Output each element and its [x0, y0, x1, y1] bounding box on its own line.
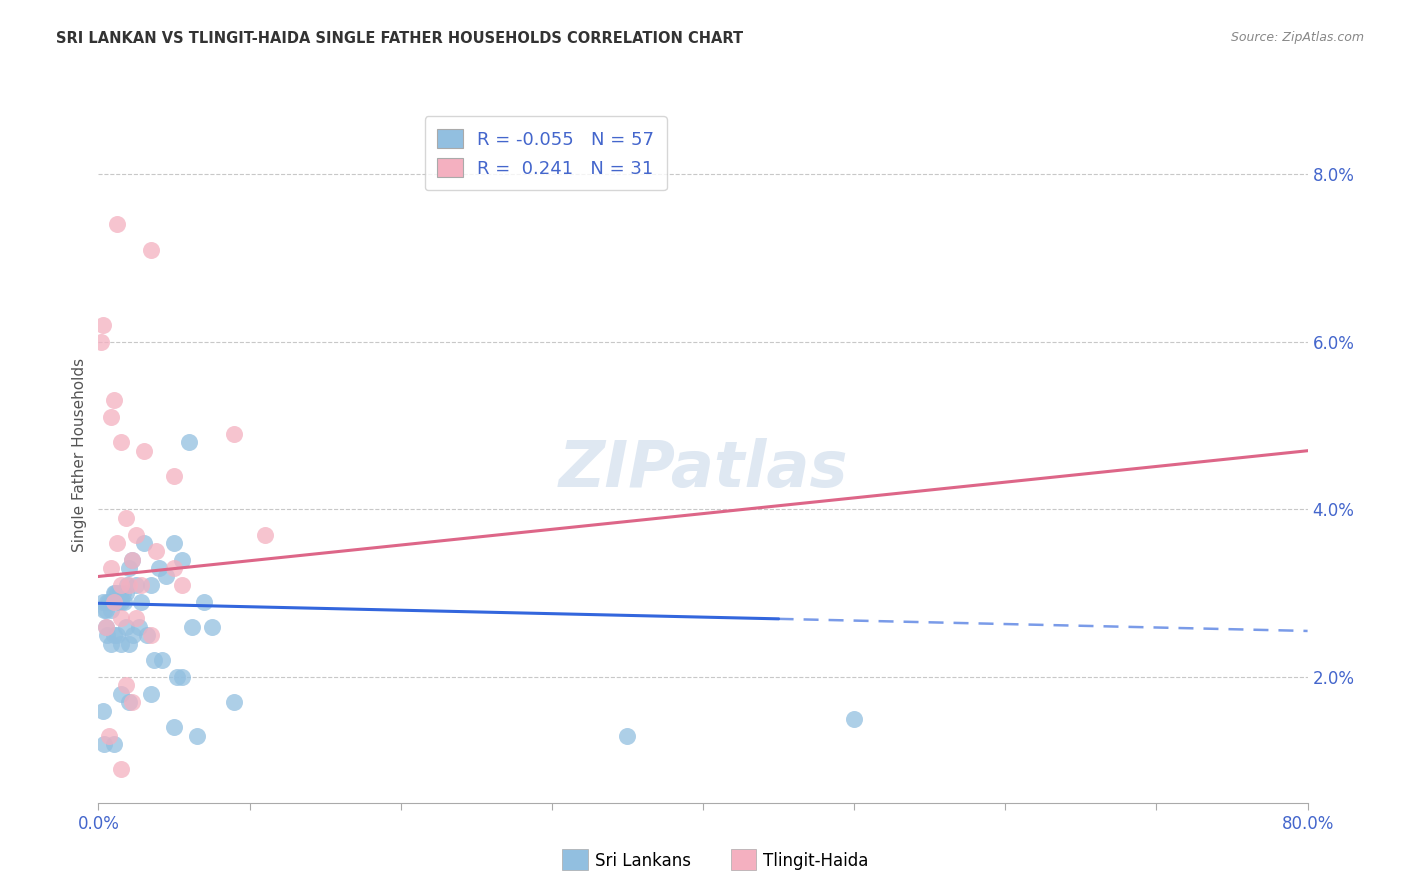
Point — [91, 704, 114, 718]
Point — [163, 720, 186, 734]
Point — [193, 594, 215, 608]
Point — [118, 636, 141, 650]
Point — [96, 594, 118, 608]
Point — [616, 729, 638, 743]
Point — [90, 334, 112, 349]
Point — [170, 578, 193, 592]
Point — [118, 561, 141, 575]
Point — [148, 561, 170, 575]
Point — [110, 762, 132, 776]
Point — [121, 695, 143, 709]
Point — [110, 611, 132, 625]
Point — [105, 628, 128, 642]
Point — [112, 594, 135, 608]
Point — [122, 628, 145, 642]
Point — [170, 552, 193, 566]
Point — [163, 561, 186, 575]
Point — [135, 628, 157, 642]
Point — [118, 578, 141, 592]
Point — [110, 594, 132, 608]
Point — [129, 594, 152, 608]
Text: ZIPatlas: ZIPatlas — [558, 438, 848, 500]
Point — [110, 578, 132, 592]
Point — [145, 544, 167, 558]
Point — [91, 594, 114, 608]
Point — [121, 552, 143, 566]
Point — [114, 678, 136, 692]
Point — [125, 611, 148, 625]
Point — [163, 536, 186, 550]
Y-axis label: Single Father Households: Single Father Households — [72, 358, 87, 552]
Point — [114, 586, 136, 600]
Point — [104, 586, 127, 600]
Text: Tlingit-Haida: Tlingit-Haida — [763, 852, 869, 870]
Point — [91, 318, 114, 332]
Point — [132, 443, 155, 458]
Point — [141, 243, 163, 257]
Point — [125, 578, 148, 592]
Point — [94, 603, 117, 617]
Point — [110, 687, 132, 701]
Point — [111, 586, 134, 600]
Point — [141, 628, 163, 642]
Point — [179, 435, 201, 450]
Point — [128, 620, 150, 634]
Point — [103, 737, 125, 751]
Point — [105, 536, 128, 550]
Point — [129, 578, 152, 592]
Point — [96, 628, 118, 642]
Point — [110, 435, 132, 450]
Point — [114, 620, 136, 634]
Point — [132, 536, 155, 550]
Text: Source: ZipAtlas.com: Source: ZipAtlas.com — [1230, 31, 1364, 45]
Point — [105, 586, 128, 600]
Point — [170, 670, 193, 684]
Legend: R = -0.055   N = 57, R =  0.241   N = 31: R = -0.055 N = 57, R = 0.241 N = 31 — [425, 116, 666, 190]
Point — [141, 687, 163, 701]
Point — [110, 636, 132, 650]
Point — [103, 393, 125, 408]
Text: SRI LANKAN VS TLINGIT-HAIDA SINGLE FATHER HOUSEHOLDS CORRELATION CHART: SRI LANKAN VS TLINGIT-HAIDA SINGLE FATHE… — [56, 31, 744, 46]
Point — [101, 594, 124, 608]
Point — [141, 578, 163, 592]
Point — [108, 586, 131, 600]
Point — [94, 620, 117, 634]
Point — [93, 603, 115, 617]
Point — [107, 594, 129, 608]
Point — [100, 410, 122, 425]
Point — [163, 468, 186, 483]
Point — [103, 628, 125, 642]
Point — [166, 670, 188, 684]
Point — [118, 695, 141, 709]
Point — [150, 653, 173, 667]
Point — [100, 636, 122, 650]
Point — [143, 653, 166, 667]
Point — [93, 737, 115, 751]
Point — [224, 695, 246, 709]
Point — [100, 603, 122, 617]
Point — [105, 218, 128, 232]
Point — [186, 729, 208, 743]
Point — [100, 561, 122, 575]
Point — [224, 427, 246, 442]
Point — [103, 594, 125, 608]
Point — [201, 620, 224, 634]
Point — [155, 569, 177, 583]
Point — [125, 527, 148, 541]
Point — [253, 527, 276, 541]
Point — [114, 510, 136, 524]
Point — [181, 620, 204, 634]
Point — [115, 578, 138, 592]
Point — [98, 594, 121, 608]
Point — [844, 712, 866, 726]
Point — [98, 729, 121, 743]
Point — [103, 586, 125, 600]
Point — [94, 620, 117, 634]
Point — [121, 552, 143, 566]
Text: Sri Lankans: Sri Lankans — [595, 852, 690, 870]
